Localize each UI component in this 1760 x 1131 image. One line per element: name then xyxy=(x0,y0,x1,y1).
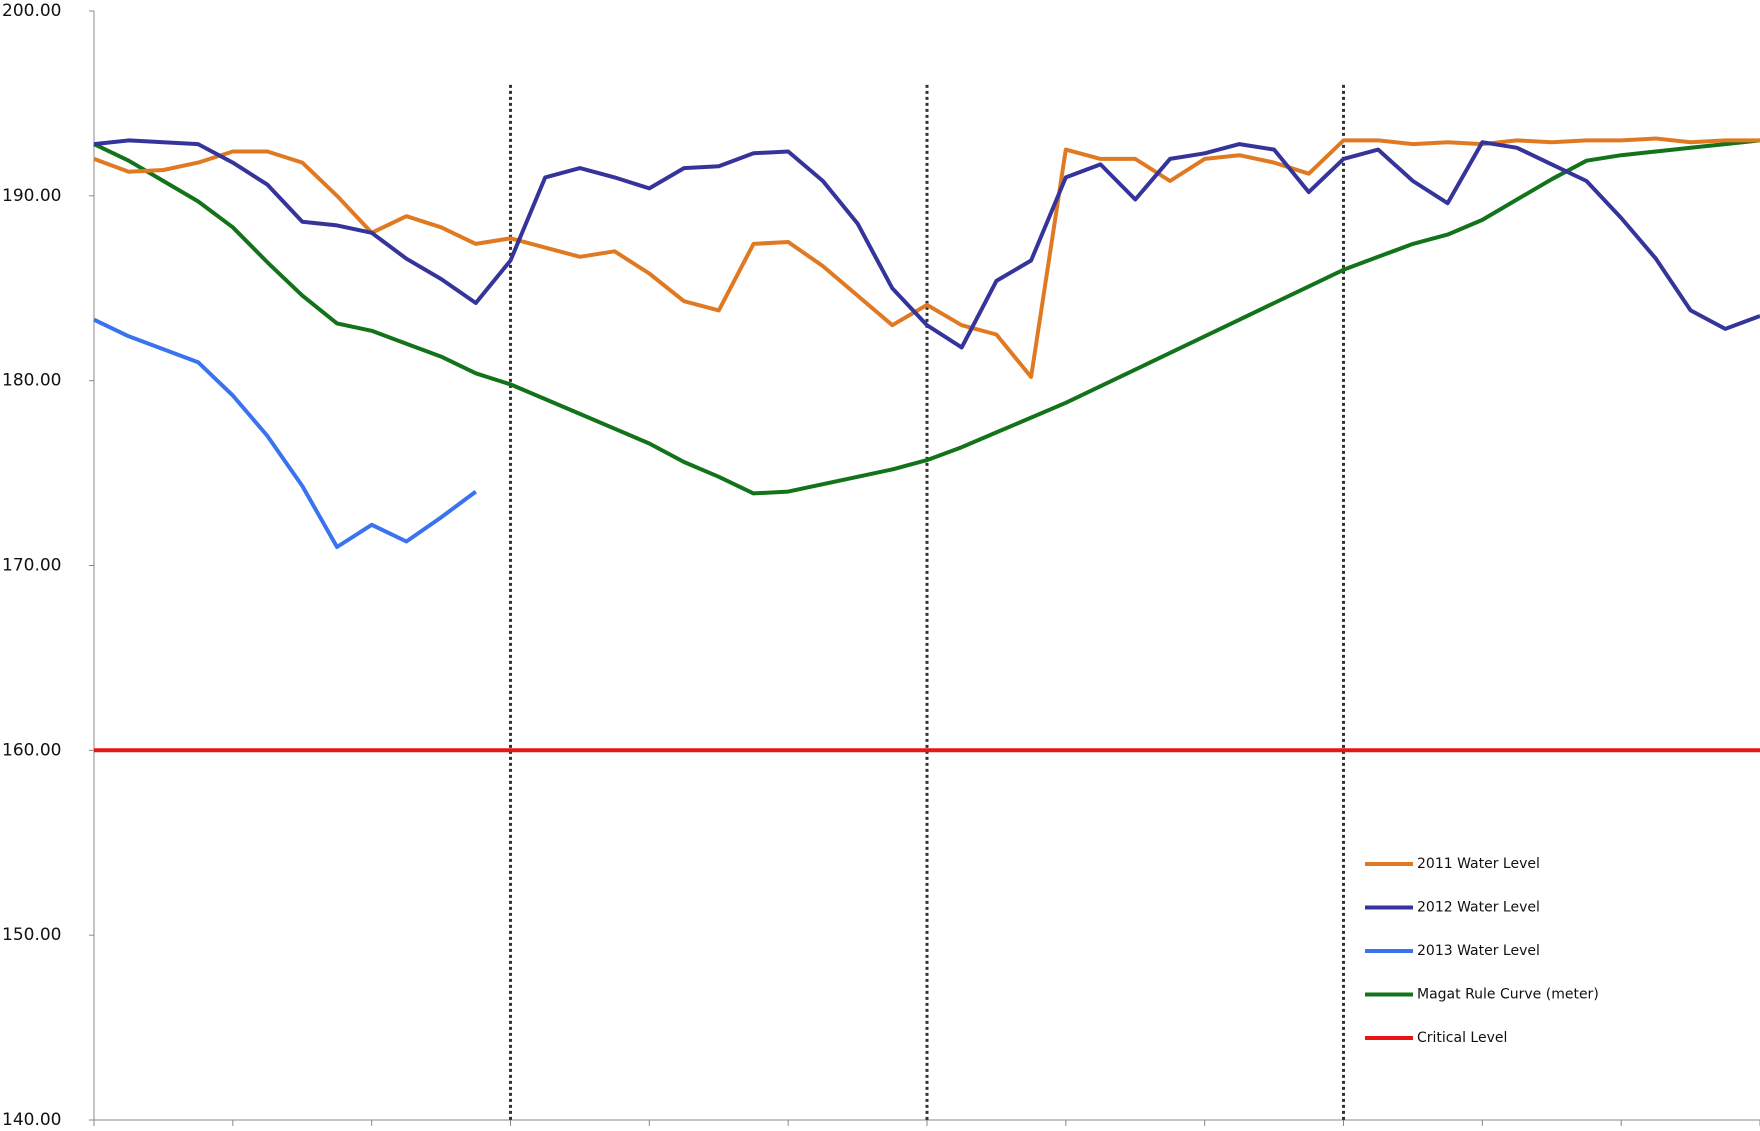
legend-label: 2012 Water Level xyxy=(1417,900,1540,916)
y-tick-label: 190.00 xyxy=(2,186,61,206)
legend-label: 2013 Water Level xyxy=(1417,943,1540,959)
legend-label: Critical Level xyxy=(1417,1030,1507,1046)
legend-label: Magat Rule Curve (meter) xyxy=(1417,987,1599,1003)
legend-label: 2011 Water Level xyxy=(1417,856,1540,872)
y-tick-label: 150.00 xyxy=(2,925,61,945)
series-line xyxy=(93,138,1760,350)
series-line xyxy=(93,138,1760,496)
series-line xyxy=(93,317,477,549)
y-tick-label: 140.00 xyxy=(2,1110,61,1130)
series-line xyxy=(93,136,1760,379)
y-tick-label: 200.00 xyxy=(2,1,61,21)
y-tick-label: 180.00 xyxy=(2,371,61,391)
y-tick-label: 170.00 xyxy=(2,556,61,576)
y-tick-label: 160.00 xyxy=(2,740,61,760)
